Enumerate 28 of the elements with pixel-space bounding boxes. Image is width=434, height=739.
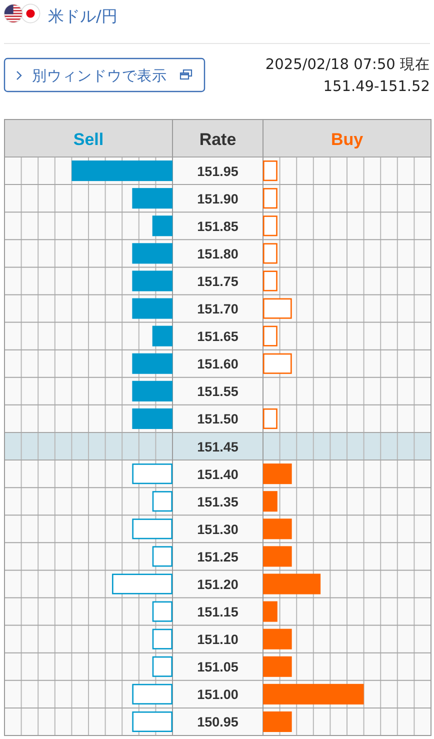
- y-tick-label: 151.75: [197, 274, 239, 289]
- y-tick-label: 151.35: [197, 494, 239, 510]
- text: 151.49-151.52: [323, 79, 430, 95]
- y-tick-label: 151.40: [197, 466, 238, 482]
- y-tick-label: 151.45: [197, 439, 239, 454]
- chart-title: 米ドル/円: [48, 6, 118, 26]
- y-tick-label: 150.95: [197, 714, 239, 730]
- y-tick-label: 151.85: [197, 218, 239, 234]
- y-tick-label: 151.05: [197, 660, 239, 675]
- y-tick-label: 151.15: [197, 604, 239, 620]
- y-tick-label: 151.90: [197, 191, 238, 206]
- y-tick-label: 151.65: [197, 329, 239, 344]
- y-tick-label: 151.20: [197, 576, 238, 592]
- button: 別ウィンドウで表示: [4, 58, 206, 92]
- y-tick-label: 151.30: [197, 522, 238, 537]
- y-tick-label: 151.95: [197, 164, 239, 179]
- y-tick-label: 151.80: [197, 246, 238, 262]
- y-tick-label: 151.50: [197, 412, 238, 427]
- y-tick-label: 151.10: [197, 632, 238, 648]
- chart-subtitle: 2025/02/18 07:50 現在: [265, 56, 430, 73]
- y-tick-label: 151.55: [197, 384, 239, 400]
- series-label: Sell: [73, 130, 104, 149]
- y-axis-title: Rate: [199, 130, 236, 149]
- y-tick-label: 151.70: [197, 302, 238, 317]
- text: Buy: [330, 130, 364, 149]
- y-tick-label: 151.25: [197, 549, 239, 564]
- y-tick-label: 151.60: [197, 356, 238, 372]
- y-tick-label: 151.00: [197, 687, 238, 702]
